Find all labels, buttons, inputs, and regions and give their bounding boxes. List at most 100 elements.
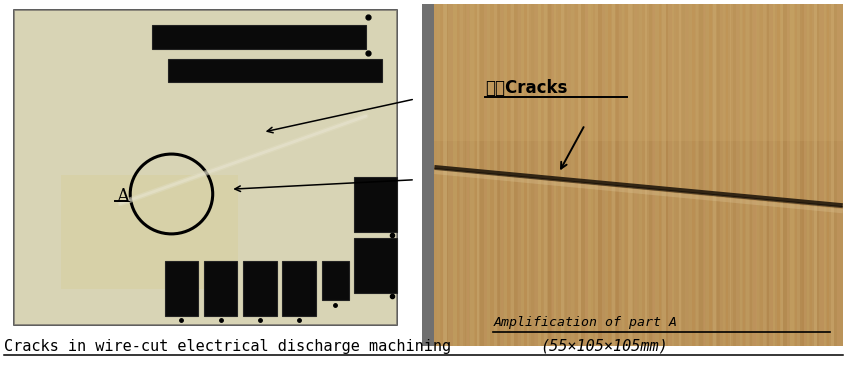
Bar [497, 4, 500, 346]
Bar [518, 4, 521, 346]
Bar [618, 4, 622, 346]
Bar [168, 59, 382, 82]
Bar [739, 4, 742, 346]
Bar [811, 4, 812, 346]
Bar [504, 4, 507, 346]
Bar [625, 4, 628, 346]
Bar [821, 4, 825, 346]
Bar [204, 260, 237, 316]
Bar [551, 4, 554, 346]
Bar [531, 4, 534, 346]
Bar [763, 4, 767, 346]
Bar [435, 4, 843, 141]
Bar [706, 4, 710, 346]
Bar [598, 4, 602, 346]
Bar [773, 4, 775, 346]
Bar [541, 4, 544, 346]
Bar [463, 4, 467, 346]
Bar [514, 4, 518, 346]
Bar [632, 4, 634, 346]
Bar [615, 4, 619, 346]
Bar [686, 4, 688, 346]
Bar [666, 4, 667, 346]
Bar [800, 4, 804, 346]
Bar [595, 4, 598, 346]
Bar [709, 4, 712, 346]
Bar [528, 4, 529, 346]
Bar [662, 4, 666, 346]
Bar [622, 4, 623, 346]
Bar [612, 4, 616, 346]
Bar [828, 4, 829, 346]
Bar [777, 4, 781, 346]
Bar [507, 4, 510, 346]
Bar [780, 4, 783, 346]
Bar [545, 4, 546, 346]
Bar [770, 4, 773, 346]
Bar [834, 4, 837, 346]
Bar [817, 4, 819, 346]
Bar [524, 4, 528, 346]
Bar [588, 4, 593, 346]
Bar [683, 4, 685, 346]
Bar [804, 4, 805, 346]
Bar [480, 4, 484, 346]
Bar [443, 4, 446, 346]
Bar [669, 4, 673, 346]
Bar [807, 4, 810, 346]
Bar [824, 4, 826, 346]
Bar [689, 4, 692, 346]
Bar [649, 4, 653, 346]
Bar [354, 238, 397, 293]
Bar [571, 4, 574, 346]
Bar [783, 4, 787, 346]
Bar [743, 4, 745, 346]
Bar [642, 4, 646, 346]
Bar [726, 4, 728, 346]
Bar [487, 4, 490, 346]
Bar [746, 4, 749, 346]
Bar [567, 4, 570, 346]
Bar [581, 4, 585, 346]
Bar [446, 4, 448, 346]
Text: Cracks in wire-cut electrical discharge machining: Cracks in wire-cut electrical discharge … [4, 339, 451, 354]
Bar [716, 4, 721, 346]
Bar [797, 4, 801, 346]
Bar [152, 25, 366, 48]
Bar [659, 4, 661, 346]
Bar [676, 4, 678, 346]
Bar [736, 4, 739, 346]
Bar [484, 4, 487, 346]
Text: (55×105×105mm): (55×105×105mm) [540, 339, 668, 354]
Bar [243, 260, 277, 316]
Bar [501, 4, 503, 346]
Bar [794, 4, 797, 346]
Bar [750, 4, 752, 346]
Bar [460, 4, 464, 346]
Bar [656, 4, 660, 346]
Bar [722, 4, 725, 346]
Bar [628, 4, 633, 346]
Bar [733, 4, 736, 346]
Bar [814, 4, 817, 346]
Bar [534, 4, 538, 346]
Bar [558, 4, 561, 346]
Bar [470, 4, 475, 346]
Bar [453, 4, 457, 346]
Bar [790, 4, 794, 346]
Bar [422, 4, 435, 346]
Bar [719, 4, 722, 346]
Bar [591, 4, 595, 346]
Bar [608, 4, 612, 346]
Bar [712, 4, 717, 346]
Bar [322, 260, 349, 300]
Bar [635, 4, 637, 346]
Bar [467, 4, 468, 346]
Bar [584, 4, 589, 346]
Bar [696, 4, 699, 346]
Bar [605, 4, 607, 346]
Bar [440, 4, 444, 346]
Bar [457, 4, 458, 346]
Bar [753, 4, 757, 346]
Bar [477, 4, 479, 346]
